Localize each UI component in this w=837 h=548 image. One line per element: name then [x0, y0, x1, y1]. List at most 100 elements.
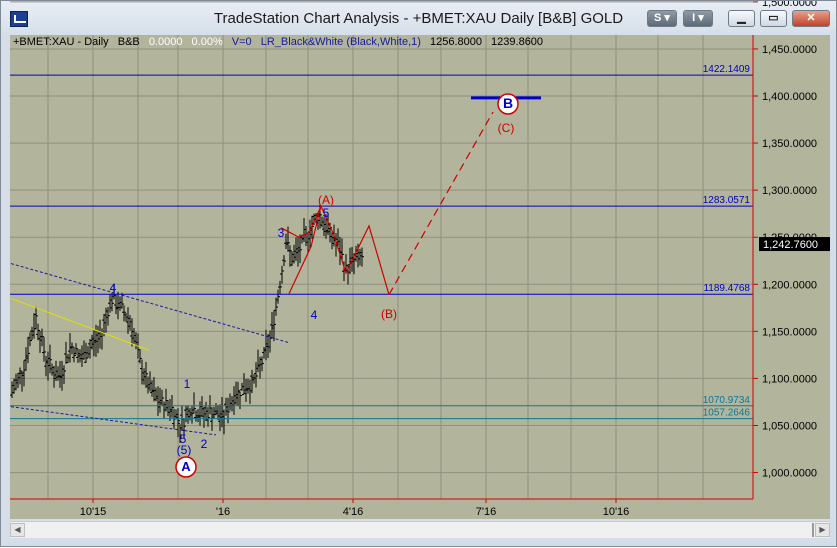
ohlc-bar: [296, 237, 300, 267]
price-tick-label: 1,450.0000: [762, 44, 817, 56]
grid: [10, 1, 753, 499]
symbol-link-label: S: [654, 12, 662, 24]
ohlc-bar: [154, 387, 158, 402]
wave-label-1[interactable]: 1: [184, 377, 191, 391]
upper-channel-line[interactable]: [10, 263, 290, 344]
price-tick-label: 1,100.0000: [762, 373, 817, 385]
ohlc-bar: [184, 405, 188, 423]
chart-area[interactable]: [10, 35, 830, 519]
ohlc-bar: [88, 338, 92, 359]
ohlc-bar: [10, 381, 14, 398]
close-icon: ✕: [806, 12, 816, 24]
ohlc-bar: [156, 386, 160, 416]
level-label-3: 1070.9734: [703, 395, 751, 406]
ohlc-bar: [234, 381, 238, 405]
scroll-left-arrow-icon[interactable]: ◀: [10, 523, 25, 537]
ohlc-bar: [66, 353, 70, 364]
ohlc-bar: [134, 332, 138, 350]
ohlc-bar: [346, 264, 350, 285]
ohlc-bar: [106, 306, 110, 326]
level-label-1: 1283.0571: [703, 195, 751, 206]
window-title: TradeStation Chart Analysis - +BMET:XAU …: [213, 10, 624, 27]
ohlc-bar: [216, 404, 220, 420]
ohlc-bar: [280, 265, 284, 284]
interval-link-label: I: [692, 12, 696, 24]
wave-a-path[interactable]: [288, 206, 322, 294]
ohlc-bar: [114, 294, 118, 315]
last-price-box: [759, 237, 830, 252]
wave-label-12[interactable]: B: [503, 95, 513, 111]
symbol-label: +BMET:XAU - Daily: [13, 36, 109, 48]
scroll-right-arrow-icon[interactable]: ▶: [815, 523, 830, 537]
wave-b-path[interactable]: [280, 204, 390, 295]
high-value: 1256.8000: [429, 36, 482, 48]
price-tick-label: 1,400.0000: [762, 91, 817, 103]
ohlc-bar: [122, 305, 126, 322]
ohlc-bar: [218, 404, 222, 432]
maximize-button[interactable]: ▭: [760, 10, 787, 27]
scrollbar-thumb[interactable]: [812, 523, 814, 537]
ohlc-bar: [226, 397, 230, 424]
ohlc-bar: [64, 341, 68, 364]
projection-line[interactable]: [388, 111, 494, 295]
ohlc-bar: [44, 355, 48, 377]
wave-label-8[interactable]: (A): [318, 193, 334, 207]
ohlc-bar: [298, 234, 302, 264]
maximize-icon: ▭: [768, 12, 779, 24]
ohlc-bar: [174, 409, 178, 420]
ohlc-bar: [20, 370, 24, 392]
wave-label-6[interactable]: 3: [278, 226, 285, 240]
ohlc-bar: [206, 407, 210, 427]
ohlc-bar: [142, 368, 146, 385]
ohlc-bar: [168, 399, 172, 421]
interval-link-button[interactable]: I ▾: [683, 10, 713, 27]
ohlc-bar: [62, 365, 66, 385]
ohlc-bar: [36, 323, 40, 341]
ohlc-bar: [126, 307, 130, 334]
ohlc-bar: [264, 329, 268, 361]
minimize-button[interactable]: ▁: [728, 10, 755, 27]
wave-label-0[interactable]: 4: [110, 281, 117, 295]
ohlc-bar: [278, 280, 282, 295]
wave-label-circle-12: [497, 93, 519, 115]
ohlc-bar: [192, 392, 196, 414]
axis-labels: 1,500.0000 1,450.0000 1,400.0000 1,350.0000…: [10, 1, 830, 518]
ohlc-bar: [176, 408, 180, 438]
ohlc-bar: [38, 330, 42, 353]
ohlc-bar: [96, 325, 100, 354]
lower-channel-line[interactable]: [10, 406, 217, 436]
ohlc-bar: [108, 294, 112, 313]
date-axis[interactable]: [10, 499, 753, 519]
wave-drawings[interactable]: [10, 96, 541, 436]
ohlc-bar: [22, 360, 26, 387]
volume-value: V=0: [231, 36, 252, 48]
ohlc-bar: [282, 255, 286, 267]
horizontal-levels[interactable]: 1422.1409 1283.0571 1189.4768 1070.9734 1057…: [10, 64, 753, 420]
wave-label-7[interactable]: 5: [323, 206, 330, 220]
ohlc-bar: [160, 389, 164, 406]
ohlc-bar: [74, 343, 78, 355]
close-button[interactable]: ✕: [792, 10, 830, 27]
wave-label-2[interactable]: 5: [180, 432, 187, 446]
wave-labels[interactable]: 415 2(5)A35(A)4 (B)(C)B: [110, 93, 519, 478]
ohlc-bar: [50, 363, 54, 376]
wave-label-4[interactable]: (5): [177, 443, 192, 457]
symbol-link-button[interactable]: S ▾: [647, 10, 677, 27]
ohlc-bar: [80, 345, 84, 368]
wave-label-9[interactable]: 4: [311, 308, 318, 322]
wave-label-10[interactable]: (B): [381, 307, 397, 321]
ohlc-bar: [18, 367, 22, 385]
horizontal-scrollbar[interactable]: ◀ ▶: [10, 521, 830, 538]
price-axis[interactable]: [753, 35, 830, 499]
yellow-trendline[interactable]: [10, 297, 150, 351]
ohlc-bar: [256, 349, 260, 372]
wave-label-11[interactable]: (C): [498, 121, 515, 135]
wave-label-5[interactable]: A: [181, 459, 191, 474]
ohlc-bar: [250, 369, 254, 394]
level-label-0: 1422.1409: [703, 64, 751, 75]
ohlc-bar: [276, 289, 280, 304]
wave-label-3[interactable]: 2: [201, 437, 208, 451]
ohlc-bar: [260, 356, 264, 372]
ohlc-bar: [162, 401, 166, 419]
